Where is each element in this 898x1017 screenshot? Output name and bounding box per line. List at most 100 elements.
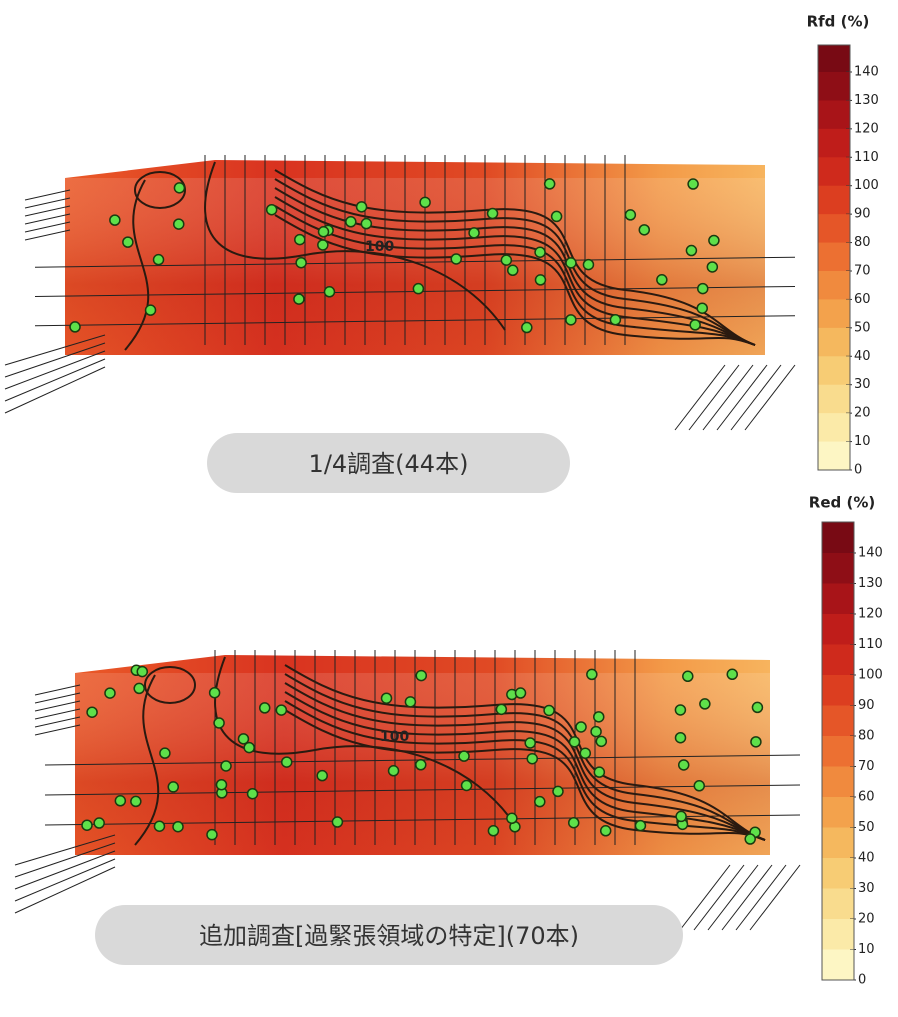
borehole	[208, 686, 221, 699]
borehole	[674, 704, 687, 716]
grid-line	[34, 708, 81, 720]
borehole	[682, 670, 694, 683]
grid-line	[24, 197, 71, 209]
borehole	[552, 785, 564, 798]
grid-line	[24, 221, 71, 233]
colorbar-band	[818, 157, 850, 187]
heatmap	[65, 160, 765, 180]
borehole	[706, 261, 719, 273]
borehole	[697, 282, 709, 295]
caption-pill	[207, 433, 570, 493]
borehole	[696, 302, 708, 314]
colorbar-tick-label: 90	[858, 698, 875, 713]
borehole	[534, 246, 546, 258]
panel: 1001401301201101009080706050403020100Red…	[14, 494, 883, 988]
panel: 1001401301201101009080706050403020100Rfd…	[4, 13, 879, 493]
colorbar-band	[822, 919, 854, 950]
colorbar-band	[822, 766, 854, 798]
borehole	[500, 254, 513, 266]
borehole	[567, 816, 580, 829]
borehole	[317, 239, 329, 251]
borehole	[524, 737, 536, 749]
borehole	[656, 274, 668, 286]
contour-line	[284, 700, 766, 841]
grid-line	[693, 864, 745, 931]
borehole	[213, 717, 225, 729]
colorbar-band	[818, 271, 850, 300]
contour-line	[274, 178, 756, 346]
borehole	[69, 321, 81, 333]
colorbar-tick-label: 110	[858, 637, 883, 652]
grid-line	[44, 784, 801, 796]
borehole	[750, 736, 762, 748]
colorbar-tick-label: 90	[854, 207, 871, 222]
grid-line	[749, 864, 801, 931]
grid-line	[4, 342, 106, 378]
colorbar-tick-label: 80	[858, 729, 875, 744]
colorbar-tick-label: 120	[854, 121, 879, 136]
borehole	[751, 701, 764, 714]
grid-line	[4, 334, 106, 366]
borehole	[575, 721, 587, 733]
colorbar-frame	[821, 521, 855, 981]
contour-line	[284, 682, 766, 841]
colorbar-band	[822, 675, 854, 706]
colorbar-tick-label: 0	[858, 973, 866, 988]
colorbar-tick-label: 10	[854, 434, 871, 449]
grid-line	[4, 358, 106, 402]
borehole	[133, 682, 145, 695]
colorbar-band	[822, 888, 854, 920]
borehole	[81, 819, 93, 831]
grid-line	[679, 864, 731, 931]
grid-line	[14, 850, 116, 890]
grid-line	[730, 364, 782, 431]
grid-line	[744, 364, 796, 431]
borehole	[593, 766, 606, 778]
grid-line	[24, 205, 71, 217]
borehole	[114, 795, 127, 807]
borehole	[387, 765, 400, 777]
borehole	[93, 817, 105, 829]
borehole	[460, 779, 473, 792]
borehole	[638, 224, 651, 236]
borehole	[708, 234, 720, 247]
borehole	[550, 210, 563, 223]
grid-line	[702, 364, 754, 431]
colorbar-band	[818, 128, 850, 158]
borehole	[495, 703, 508, 716]
borehole	[206, 828, 218, 841]
borehole	[122, 236, 134, 248]
colorbar-title: Red (%)	[809, 494, 875, 512]
grid-line	[14, 834, 116, 866]
borehole	[415, 669, 428, 682]
borehole	[534, 274, 547, 286]
colorbar-band	[818, 72, 850, 101]
colorbar-tick-label: 130	[858, 576, 883, 591]
colorbar-tick-label: 20	[858, 912, 875, 927]
colorbar-tick-label: 130	[854, 93, 879, 108]
grid-line	[688, 364, 740, 431]
colorbar-band	[818, 100, 850, 130]
contour-line	[284, 691, 766, 841]
colorbar-tick-label: 140	[858, 546, 883, 561]
borehole	[634, 819, 647, 832]
colorbar-band	[818, 441, 850, 471]
grid-line	[4, 350, 106, 390]
contour-label: 100	[365, 239, 394, 255]
contour-label: 100	[380, 729, 409, 745]
colorbar-tick-label: 40	[854, 349, 871, 364]
borehole	[582, 258, 595, 271]
borehole	[415, 759, 427, 771]
borehole	[243, 741, 255, 754]
borehole	[534, 795, 546, 808]
borehole	[506, 812, 518, 825]
borehole	[265, 203, 278, 216]
colorbar-band	[818, 384, 850, 414]
contour-line	[284, 664, 766, 841]
borehole	[153, 820, 166, 832]
borehole	[419, 196, 431, 209]
borehole	[687, 178, 699, 190]
borehole	[220, 760, 232, 772]
borehole	[152, 253, 165, 266]
